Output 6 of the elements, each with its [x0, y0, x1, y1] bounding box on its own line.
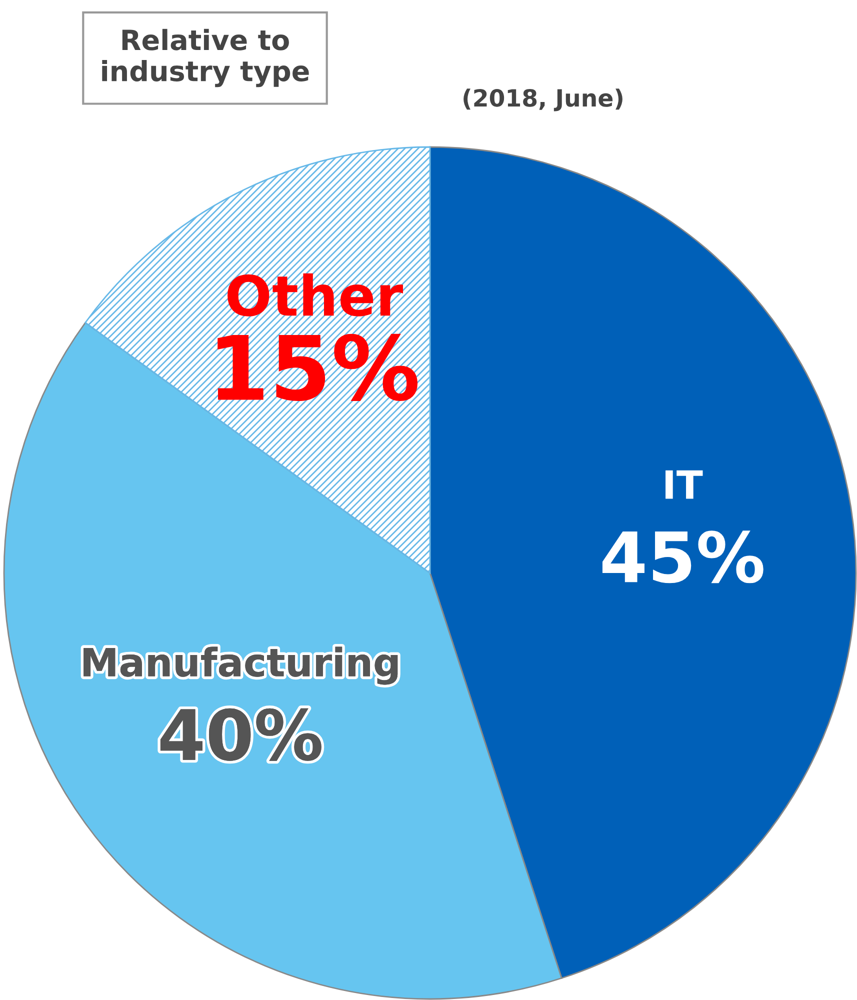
slice-label: Manufacturing: [84, 646, 398, 685]
slice-label: IT: [666, 470, 703, 499]
chart-subtitle: (2018, June): [464, 88, 622, 112]
data-label: 40%: [160, 708, 322, 761]
data-label: 45%: [602, 530, 764, 584]
chart-title: Relative to industry type: [102, 28, 309, 88]
